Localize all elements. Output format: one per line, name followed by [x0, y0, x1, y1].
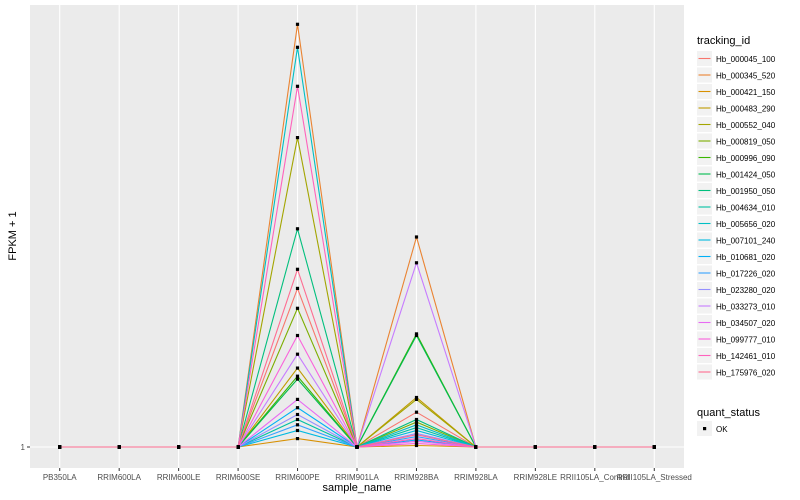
data-point [414, 395, 419, 400]
data-point [295, 374, 300, 378]
legend-label: Hb_000552_040 [716, 121, 776, 130]
legend-label: Hb_023280_020 [716, 286, 776, 295]
legend-label: Hb_004634_010 [716, 204, 776, 213]
x-tick-label: RRIM600LE [157, 473, 201, 482]
x-tick-label: RRIM600LA [97, 473, 141, 482]
x-tick-label: RRIM600SE [216, 473, 260, 482]
legend-label: Hb_017226_020 [716, 270, 776, 279]
data-point [355, 445, 359, 449]
data-point [414, 420, 419, 424]
data-point [295, 136, 300, 140]
legend-label: Hb_001950_050 [716, 187, 776, 196]
data-point [414, 410, 419, 414]
data-point [593, 445, 597, 449]
legend-label: Hb_010681_020 [716, 253, 776, 262]
legend-label: Hb_000483_290 [716, 105, 776, 114]
data-point [414, 426, 419, 430]
x-tick-label: RRIM901LA [335, 473, 379, 482]
data-point [295, 417, 300, 422]
y-axis-title: FPKM + 1 [7, 211, 19, 260]
data-point [295, 267, 300, 271]
legend-label: Hb_007101_240 [716, 237, 776, 246]
data-point [414, 439, 419, 443]
legend-label: Hb_175976_020 [716, 369, 776, 378]
data-point [414, 261, 419, 265]
data-point [414, 417, 419, 422]
data-point [295, 423, 300, 427]
x-tick-label: RRII105LA_Stressed [617, 473, 692, 482]
data-point [295, 22, 300, 26]
data-point [236, 445, 240, 449]
x-tick-label: RRIM928BA [394, 473, 439, 482]
legend-label: Hb_099777_010 [716, 336, 776, 345]
data-point [295, 366, 300, 370]
x-tick-label: PB350LA [43, 473, 77, 482]
data-point [295, 333, 300, 338]
data-point [295, 306, 300, 310]
data-point [177, 445, 181, 449]
x-tick-label: RRII105LA_Control [560, 473, 630, 482]
data-point [414, 443, 419, 448]
data-point [295, 437, 300, 441]
x-tick-label: RRIM600PE [275, 473, 319, 482]
data-point [414, 397, 419, 401]
legend: tracking_id Hb_000045_100 Hb_000345_520 Hb_… [697, 35, 776, 436]
data-point [652, 445, 656, 449]
legend-label: Hb_001424_050 [716, 171, 776, 180]
data-point [295, 412, 300, 417]
data-point [295, 377, 300, 381]
legend-label: Hb_000345_520 [716, 72, 776, 81]
data-point [295, 428, 300, 433]
data-point [414, 333, 419, 338]
data-point [295, 227, 300, 231]
data-point [533, 445, 537, 449]
legend-label: Hb_034507_020 [716, 319, 776, 328]
data-point [414, 428, 419, 433]
legend-status-point [703, 427, 707, 431]
legend-status-label: OK [716, 425, 728, 434]
legend-label: Hb_000996_090 [716, 154, 776, 163]
legend-label: Hb_033273_010 [716, 303, 776, 312]
data-point [295, 397, 300, 401]
legend-label: Hb_005656_020 [716, 220, 776, 229]
gridlines [30, 5, 684, 468]
legend-label: Hb_000421_150 [716, 88, 776, 97]
data-point [58, 445, 62, 449]
data-point [295, 45, 300, 49]
data-point [295, 84, 300, 88]
x-tick-label: RRIM928LE [514, 473, 558, 482]
legend-status-title: quant_status [697, 407, 760, 419]
legend-label: Hb_142461_010 [716, 352, 776, 361]
data-point [474, 445, 478, 449]
data-point [414, 235, 419, 239]
legend-label: Hb_000045_100 [716, 55, 776, 64]
data-point [414, 433, 419, 437]
data-point [414, 423, 419, 427]
legend-label: Hb_000819_050 [716, 138, 776, 147]
x-tick-label: RRIM928LA [454, 473, 498, 482]
data-points [58, 22, 656, 449]
legend-title: tracking_id [697, 35, 750, 47]
axes: PB350LA RRIM600LA RRIM600LE RRIM600SE RRIM60… [21, 443, 692, 482]
data-point [117, 445, 121, 449]
data-point [414, 437, 419, 441]
data-point [414, 435, 419, 439]
x-axis-title: sample_name [322, 482, 391, 494]
data-point [414, 441, 419, 445]
data-point [295, 352, 300, 356]
y-tick-label: 1 [21, 443, 26, 452]
data-point [295, 406, 300, 410]
data-point [295, 286, 300, 290]
